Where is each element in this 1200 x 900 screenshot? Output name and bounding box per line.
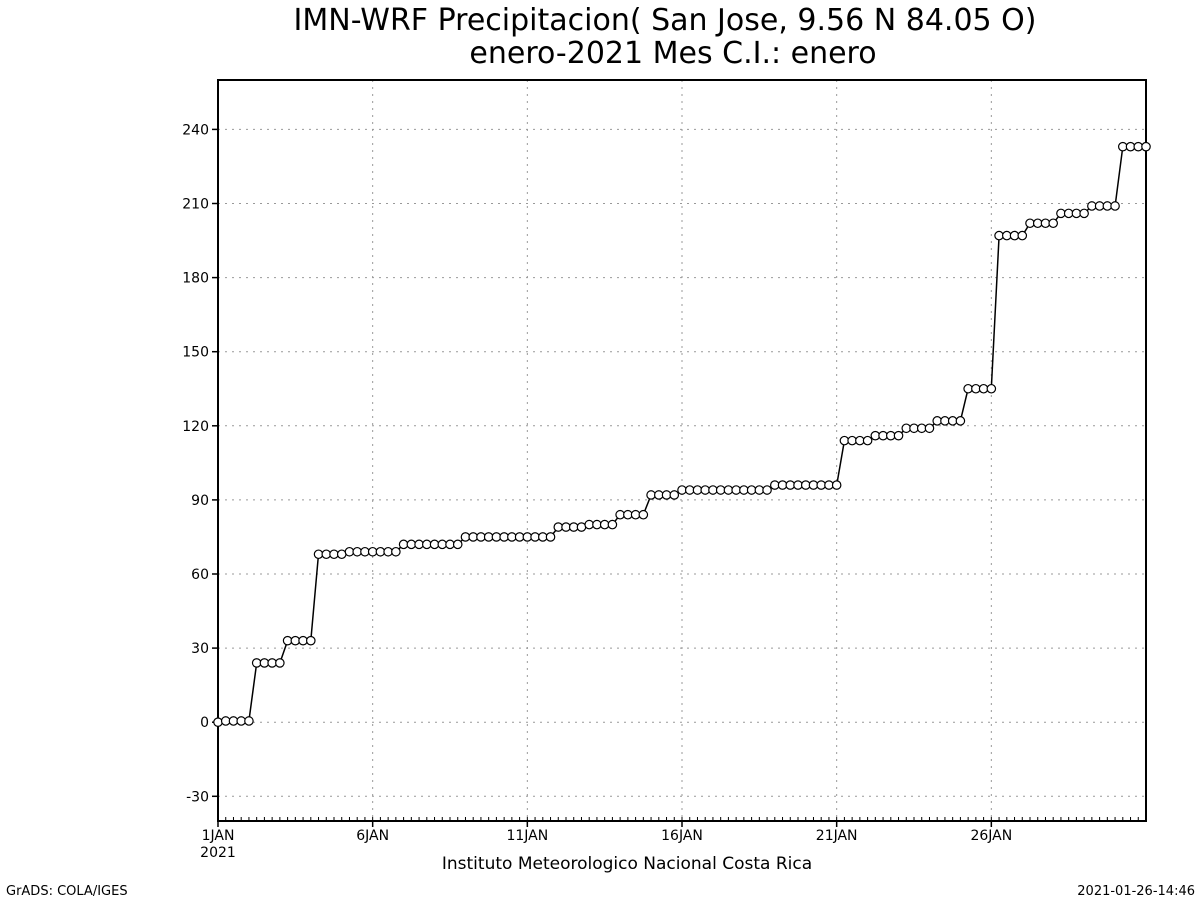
data-point [545,532,556,542]
y-tick-label: 120 [182,419,209,435]
y-axis: -30 0 30 60 90 120 150 180 210 240 [182,122,218,805]
data-point [305,635,316,646]
x-tick-label: 1JAN [202,828,235,844]
data-point [986,383,997,394]
data-point [1110,201,1120,211]
chart-subtitle: enero-2021 Mes C.I.: enero [469,36,876,71]
data-point [1141,141,1151,152]
data-point [607,519,618,530]
grid [218,80,1146,821]
data-point [1079,208,1089,219]
y-tick-label: 240 [182,122,209,138]
x-axis-label: Instituto Meteorologico Nacional Costa R… [442,854,812,874]
plot-frame [217,79,1147,822]
x-tick-label: 16JAN [661,828,703,844]
data-point [452,539,463,550]
y-tick-label: 0 [200,715,209,731]
data-point [862,435,873,446]
data-point [1017,230,1028,241]
data-point [924,423,935,434]
y-tick-label: 150 [182,345,209,361]
data-point [669,490,680,500]
data-point [955,416,966,426]
y-tick-label: 180 [182,271,209,287]
y-tick-label: 30 [191,641,209,657]
x-tick-sublabel: 2021 [200,845,236,861]
x-tick-label: 26JAN [970,828,1012,844]
y-tick-label: -30 [186,789,209,805]
x-tick-label: 11JAN [506,828,548,844]
data-point [762,485,772,495]
y-tick-label: 210 [182,197,209,213]
chart-title: IMN-WRF Precipitacion( San Jose, 9.56 N … [294,3,1037,38]
data-point [893,430,904,441]
data-point [638,509,649,520]
footer-timestamp: 2021-01-26-14:46 [1077,884,1195,899]
data-point [831,480,842,490]
footer-credit: GrADS: COLA/IGES [6,884,128,899]
data-point [336,549,347,560]
data-point [275,658,285,668]
y-tick-label: 60 [191,567,209,583]
data-point [213,717,223,727]
data-point [244,716,254,726]
x-tick-label: 6JAN [356,828,389,844]
data-point [391,546,401,557]
x-tick-label: 21JAN [816,828,858,844]
data-point [576,522,587,532]
data-point [1048,218,1058,229]
series-precipitation [213,141,1151,727]
y-tick-label: 90 [191,493,209,509]
